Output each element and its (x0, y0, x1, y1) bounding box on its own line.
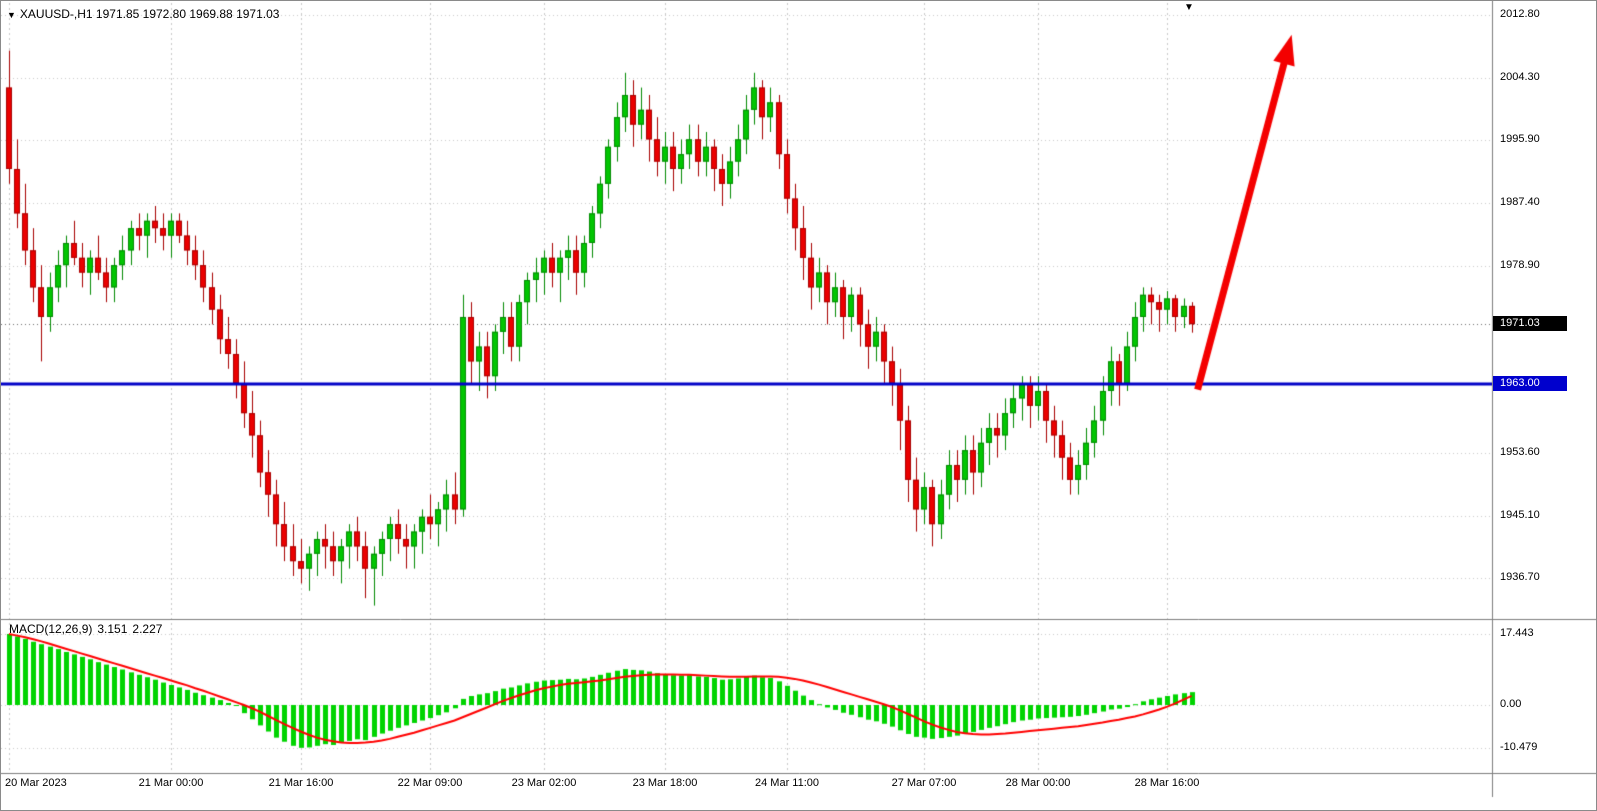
macd-axis-label: 0.00 (1500, 698, 1522, 710)
symbol-title: ▼ XAUUSD-,H1 1971.85 1972.80 1969.88 1971… (7, 7, 279, 21)
macd-signal-value: 2.227 (132, 622, 163, 636)
price-axis-label: 2012.80 (1500, 8, 1540, 21)
price-axis-label: 1978.90 (1500, 258, 1540, 271)
current-price-tag: 1971.03 (1493, 316, 1567, 332)
macd-axis-label: 17.443 (1500, 626, 1534, 639)
time-axis-label: 27 Mar 07:00 (891, 777, 957, 789)
time-axis-label: 24 Mar 11:00 (754, 777, 820, 789)
macd-main-value: 3.151 (97, 622, 128, 636)
price-axis-label: 1936.70 (1500, 571, 1540, 584)
symbol-ohlc-text: XAUUSD-,H1 1971.85 1972.80 1969.88 1971.… (19, 7, 280, 21)
price-axis-label: 2004.30 (1500, 70, 1540, 83)
time-axis-label: 21 Mar 00:00 (138, 777, 204, 789)
macd-axis-label: -10.479 (1500, 740, 1538, 753)
time-axis-label: 23 Mar 02:00 (511, 777, 577, 789)
price-axis-label: 1953.60 (1500, 446, 1540, 459)
time-axis-label: 22 Mar 09:00 (397, 777, 463, 789)
time-axis-label: 28 Mar 00:00 (1005, 777, 1071, 789)
symbol-dropdown-icon[interactable]: ▼ (7, 10, 16, 20)
macd-indicator-label: MACD(12,26,9) 3.151 2.227 (9, 622, 167, 636)
chart-shift-marker-icon[interactable]: ▼ (1184, 2, 1194, 13)
price-axis-label: 1987.40 (1500, 196, 1540, 209)
price-axis-label: 1995.90 (1500, 133, 1540, 146)
macd-name: MACD(12,26,9) (9, 622, 93, 636)
time-axis-label: 20 Mar 2023 (5, 777, 67, 789)
hline-price-tag: 1963.00 (1493, 375, 1567, 391)
price-axis-label: 1945.10 (1500, 509, 1540, 522)
time-axis-label: 21 Mar 16:00 (268, 777, 334, 789)
time-axis-label: 28 Mar 16:00 (1134, 777, 1200, 789)
time-axis-label: 23 Mar 18:00 (632, 777, 698, 789)
